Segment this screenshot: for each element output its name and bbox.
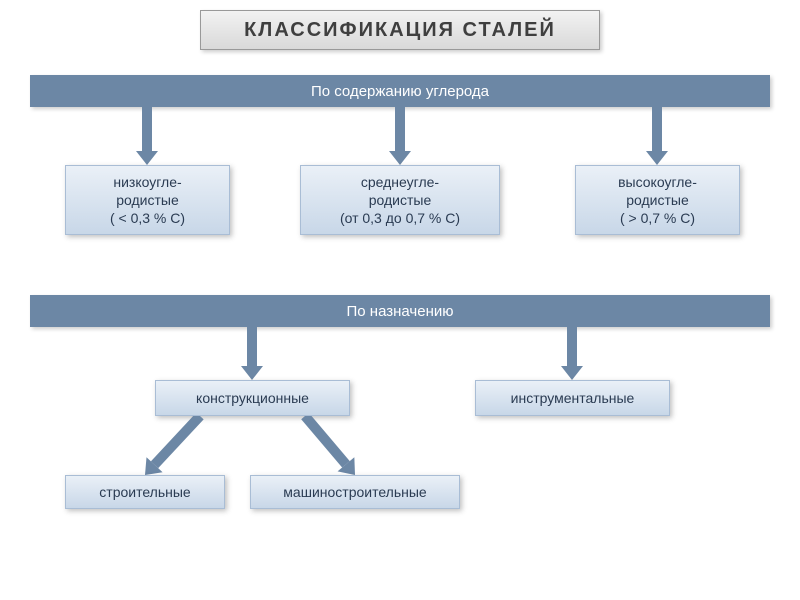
diagram-title: КЛАССИФИКАЦИЯ СТАЛЕЙ <box>200 10 600 50</box>
node-machine-building: машиностроительные <box>250 475 460 509</box>
arrow-carbon-high <box>646 107 668 165</box>
node-low-carbon: низкоугле-родистые( < 0,3 % С) <box>65 165 230 235</box>
arrow-carbon-low <box>136 107 158 165</box>
node-high-carbon: высокоугле-родистые( > 0,7 % С) <box>575 165 740 235</box>
arrow-constr-mach <box>290 416 380 476</box>
node-mid-carbon: среднеугле-родистые(от 0,3 до 0,7 % С) <box>300 165 500 235</box>
arrow-purpose-instr <box>561 327 583 380</box>
node-building: строительные <box>65 475 225 509</box>
node-instrumental: инструментальные <box>475 380 670 416</box>
node-constructional: конструкционные <box>155 380 350 416</box>
arrow-constr-build <box>125 416 215 476</box>
section-header-carbon: По содержанию углерода <box>30 75 770 107</box>
arrow-purpose-constr <box>241 327 263 380</box>
section-header-purpose: По назначению <box>30 295 770 327</box>
arrow-carbon-mid <box>389 107 411 165</box>
